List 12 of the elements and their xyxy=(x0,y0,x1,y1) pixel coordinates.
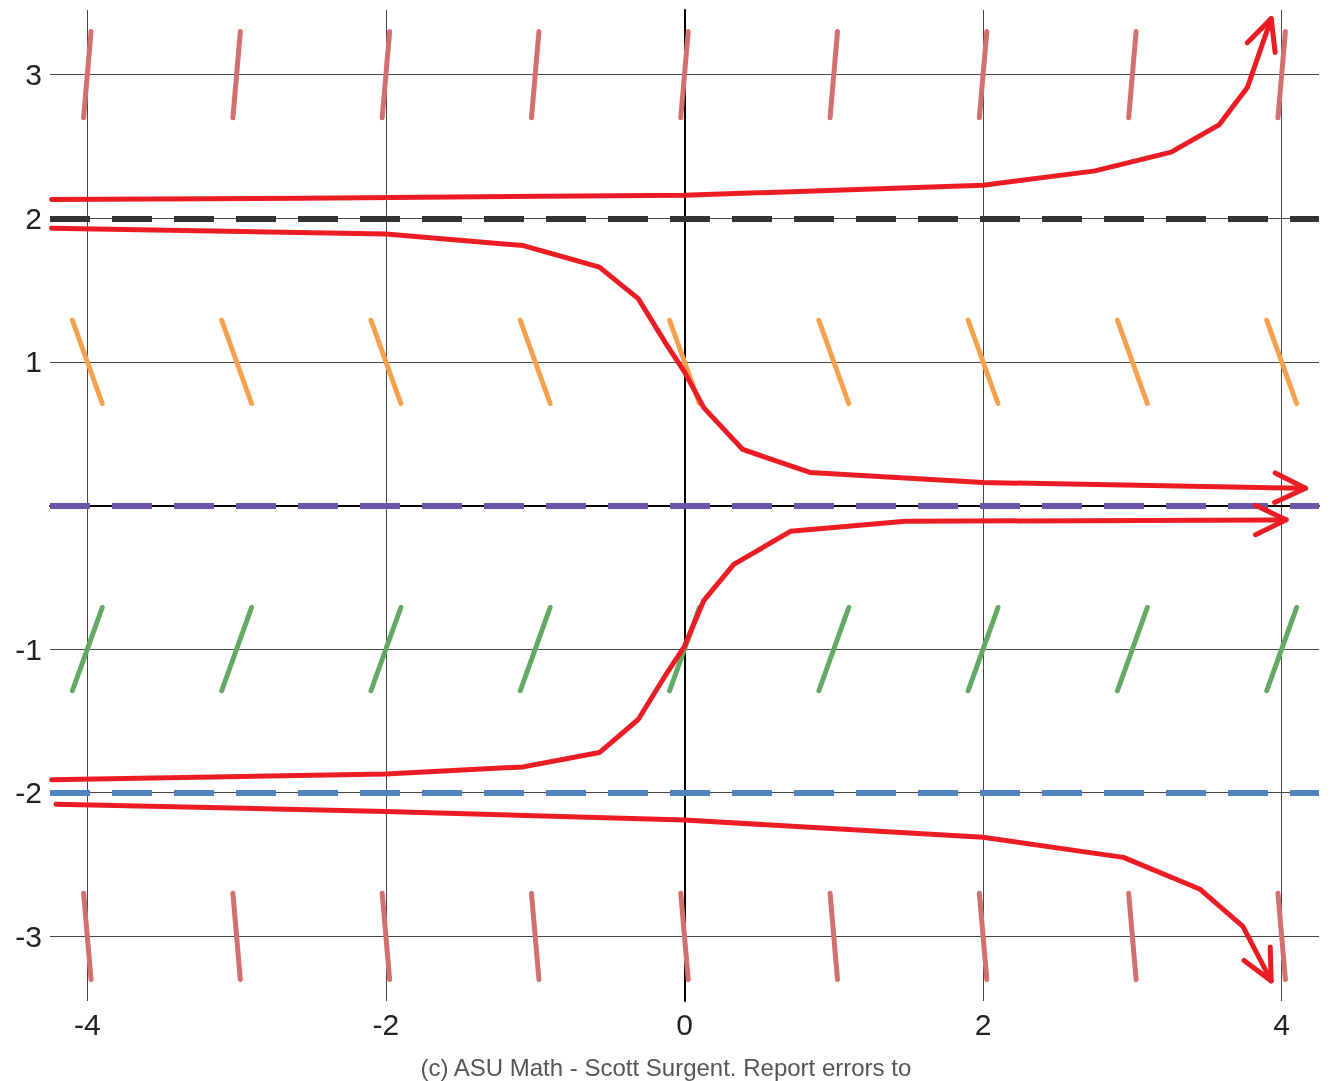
y-tick-label: 2 xyxy=(25,201,42,235)
y-tick-label: -1 xyxy=(15,632,42,666)
x-tick-label: 4 xyxy=(1273,1007,1291,1041)
y-tick-label: -2 xyxy=(15,776,42,810)
x-tick-label: -2 xyxy=(372,1007,400,1041)
x-tick-label: -4 xyxy=(73,1007,101,1041)
y-tick-label: -3 xyxy=(15,919,42,953)
y-tick-label: 3 xyxy=(25,58,42,92)
text: (c) ASU Math - Scott Surgent. Report errors to xyxy=(420,1053,912,1081)
x-tick-label: 0 xyxy=(676,1007,693,1041)
y-tick-label: 1 xyxy=(25,345,42,379)
x-tick-label: 2 xyxy=(974,1007,992,1041)
